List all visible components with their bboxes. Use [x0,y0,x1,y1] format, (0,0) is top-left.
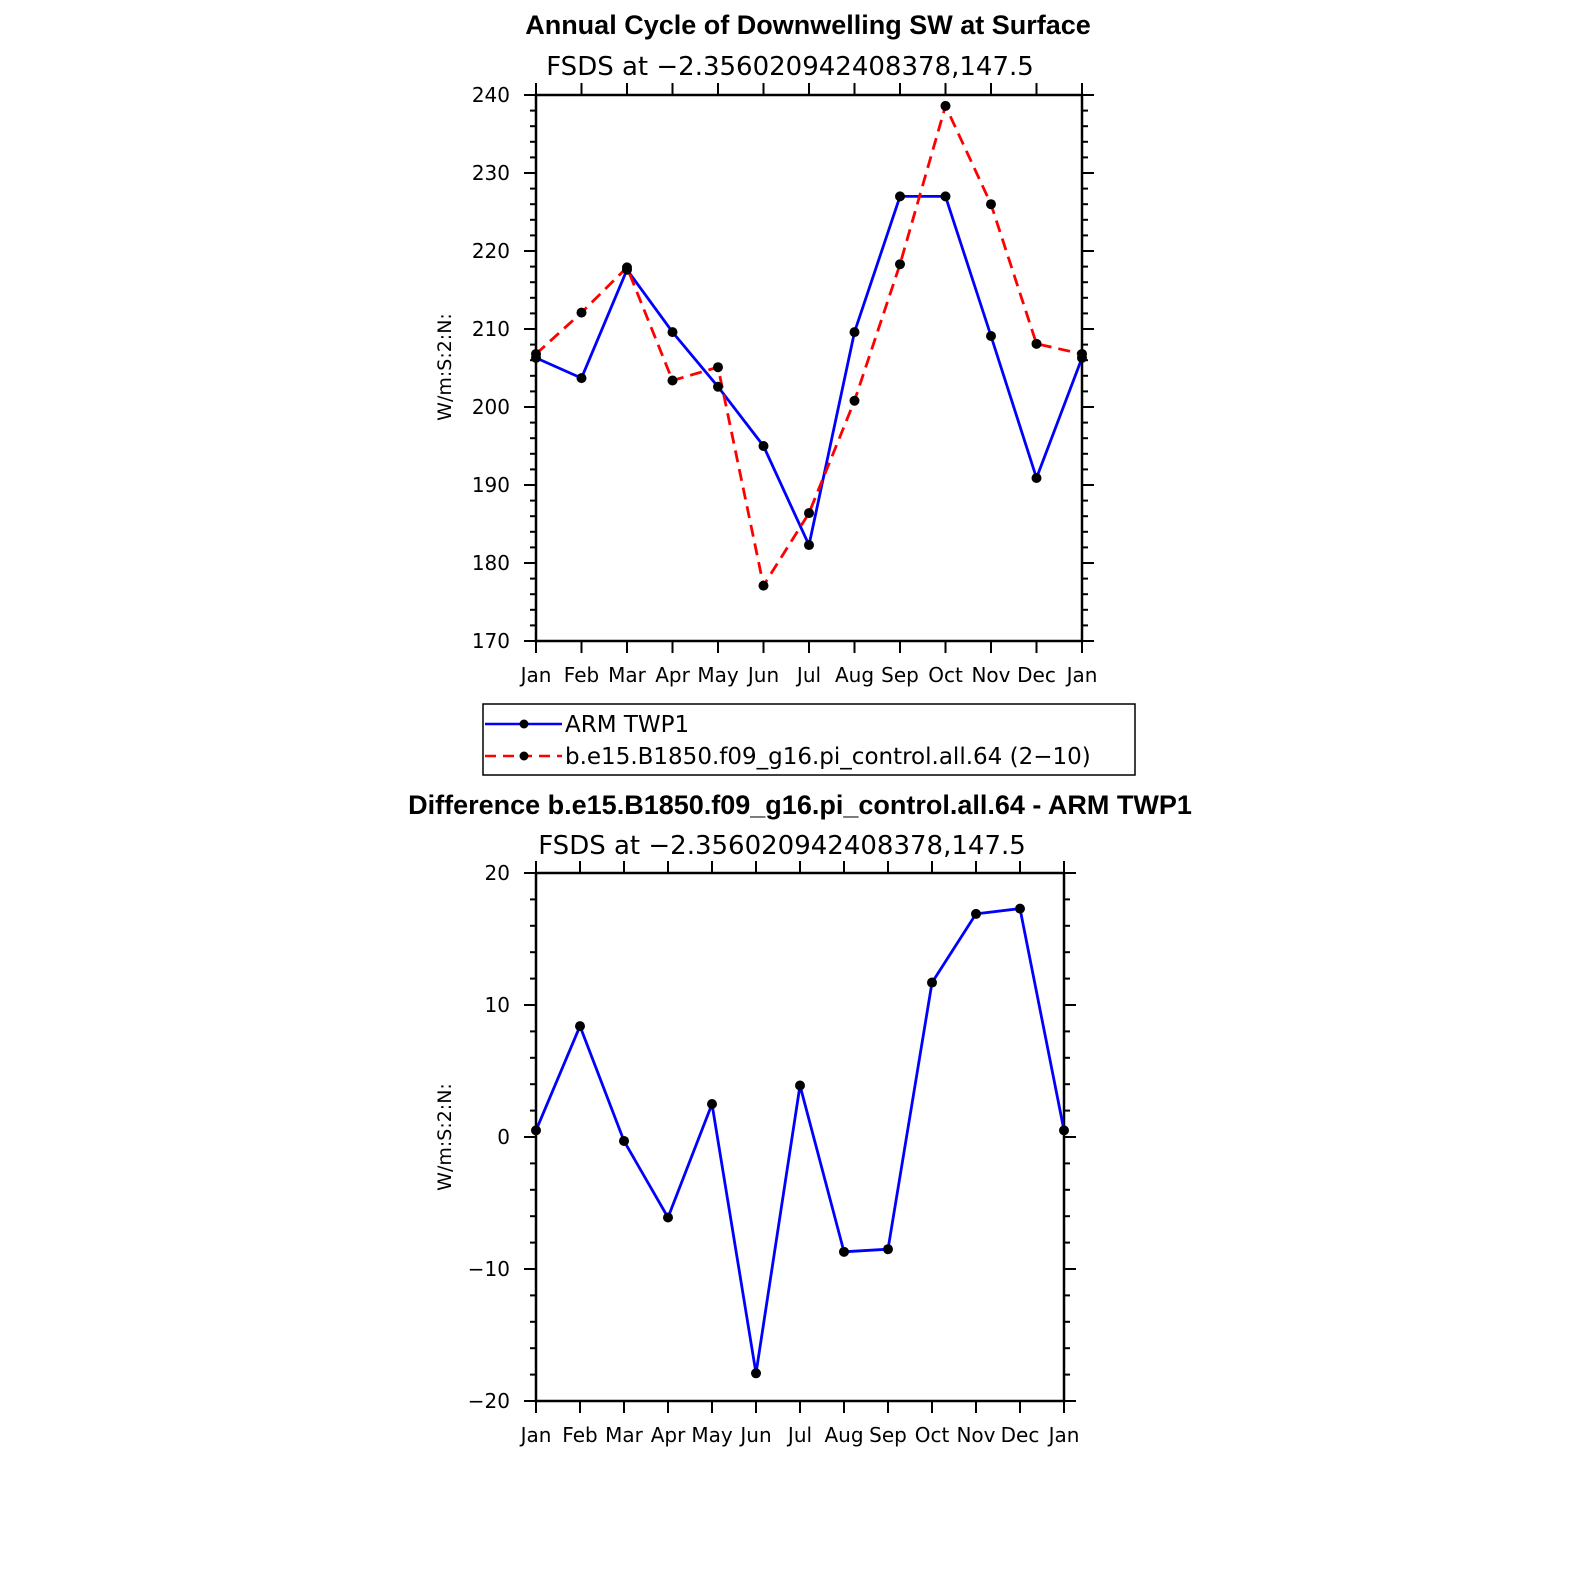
y-tick-label: 210 [472,317,510,341]
series-0-point [883,1244,893,1255]
series-0-point [663,1212,673,1223]
series-1-point [713,362,723,373]
series-0-point [667,327,678,338]
series-1-point [667,375,678,386]
legend-item-model: b.e15.B1850.f09_g16.pi_control.all.64 (2… [485,744,1091,770]
y-tick-label: −10 [468,1257,510,1281]
x-tick-label: Mar [608,663,647,687]
series-0-point [986,331,996,342]
legend-marker-arm [519,719,529,729]
x-tick-label: Aug [835,663,874,687]
series-0-point [758,441,769,451]
series-1-point [940,100,951,111]
series-0-point [940,191,951,202]
chart-title: Difference b.e15.B1850.f09_g16.pi_contro… [408,790,1192,820]
x-tick-label: Sep [881,663,919,687]
y-tick-label: 220 [472,239,510,263]
legend-label-model: b.e15.B1850.f09_g16.pi_control.all.64 (2… [565,744,1091,770]
series-0-point [531,1125,541,1136]
x-tick-label: Feb [562,1423,597,1447]
y-axis-label: W/m:S:2:N: [434,1083,456,1191]
x-tick-label: Jun [746,663,779,687]
annual-cycle-chart: Annual Cycle of Downwelling SW at Surfac… [434,10,1136,776]
series-0-point [1031,472,1042,483]
legend-label-arm: ARM TWP1 [565,712,689,738]
series-line-0 [534,907,1066,1375]
x-tick-label: Dec [1017,663,1056,687]
x-tick-label: Dec [1001,1423,1040,1447]
x-tick-label: Nov [971,663,1010,687]
difference-chart: Difference b.e15.B1850.f09_g16.pi_contro… [408,790,1192,1447]
plot-area: 170 180 190 200 210 220 230 240 Jan Feb Mar Apr May J… [472,83,1098,687]
chart-title: Annual Cycle of Downwelling SW at Surfac… [525,10,1091,40]
x-tick-label: Oct [928,663,963,687]
series-1-point [576,307,587,318]
y-tick-label: 240 [472,83,510,107]
series-1-point [758,580,769,591]
series-line-0 [535,194,1084,547]
x-tick-label: Jan [519,663,552,687]
series-0-point [839,1246,849,1257]
series-0-point [804,540,814,551]
y-tick-label: 10 [485,993,510,1017]
legend-marker-model [519,751,529,761]
x-tick-label: Apr [651,1423,686,1447]
x-tick-label: Jan [519,1423,552,1447]
series-0-point [707,1099,717,1109]
series-1-point [849,395,860,406]
y-tick-label: 190 [472,473,510,497]
series-0-point [576,373,587,384]
series-1-point [986,199,996,210]
y-tick-label: 200 [472,395,510,419]
x-tick-label: Mar [605,1423,644,1447]
x-tick-label: Feb [564,663,599,687]
series-1-point [1031,338,1042,349]
y-tick-label: 230 [472,161,510,185]
series-1-point [804,508,814,519]
y-tick-label: 170 [472,629,510,653]
series-0-point [713,381,723,392]
x-tick-label: Nov [956,1423,995,1447]
chart-subtitle: FSDS at −2.356020942408378,147.5 [546,52,1034,82]
y-tick-label: 20 [485,861,510,885]
legend-box [482,703,1136,776]
series-0-point [1015,903,1025,914]
x-tick-label: Jun [738,1423,771,1447]
series-0-point [927,977,937,988]
legend-item-arm: ARM TWP1 [485,712,689,738]
x-tick-label: Apr [655,663,690,687]
x-tick-label: Jan [1047,1423,1080,1447]
y-tick-label: 0 [497,1125,510,1149]
y-tick-label: 180 [472,551,510,575]
legend: ARM TWP1 b.e15.B1850.f09_g16.pi_control.… [482,703,1136,776]
plot-frame [534,871,1066,1403]
x-tick-label: May [697,663,739,687]
x-tick-label: Jul [786,1423,812,1447]
x-tick-label: May [691,1423,733,1447]
y-axis-label: W/m:S:2:N: [434,313,456,421]
series-0-point [895,191,905,202]
x-tick-label: Jan [1065,663,1098,687]
series-1-point [531,348,541,359]
series-0-point [795,1080,805,1091]
plot-area: −20 −10 0 10 20 Jan Feb Mar Apr May Jun Jul Aug Sep Oc… [468,861,1080,1447]
series-0-point [1059,1125,1069,1136]
y-tick-label: −20 [468,1389,510,1413]
x-tick-label: Jul [795,663,821,687]
series-0-point [751,1368,761,1379]
series-1-point [622,262,632,273]
series-0-point [619,1135,629,1146]
series-0-point [849,327,860,338]
x-tick-label: Sep [869,1423,907,1447]
series-1-point [1077,348,1087,359]
chart-subtitle: FSDS at −2.356020942408378,147.5 [538,831,1026,861]
x-tick-label: Oct [915,1423,950,1447]
series-1-point [895,259,905,270]
series-0-point [575,1021,585,1032]
series-0-point [971,908,981,919]
x-tick-label: Aug [824,1423,863,1447]
